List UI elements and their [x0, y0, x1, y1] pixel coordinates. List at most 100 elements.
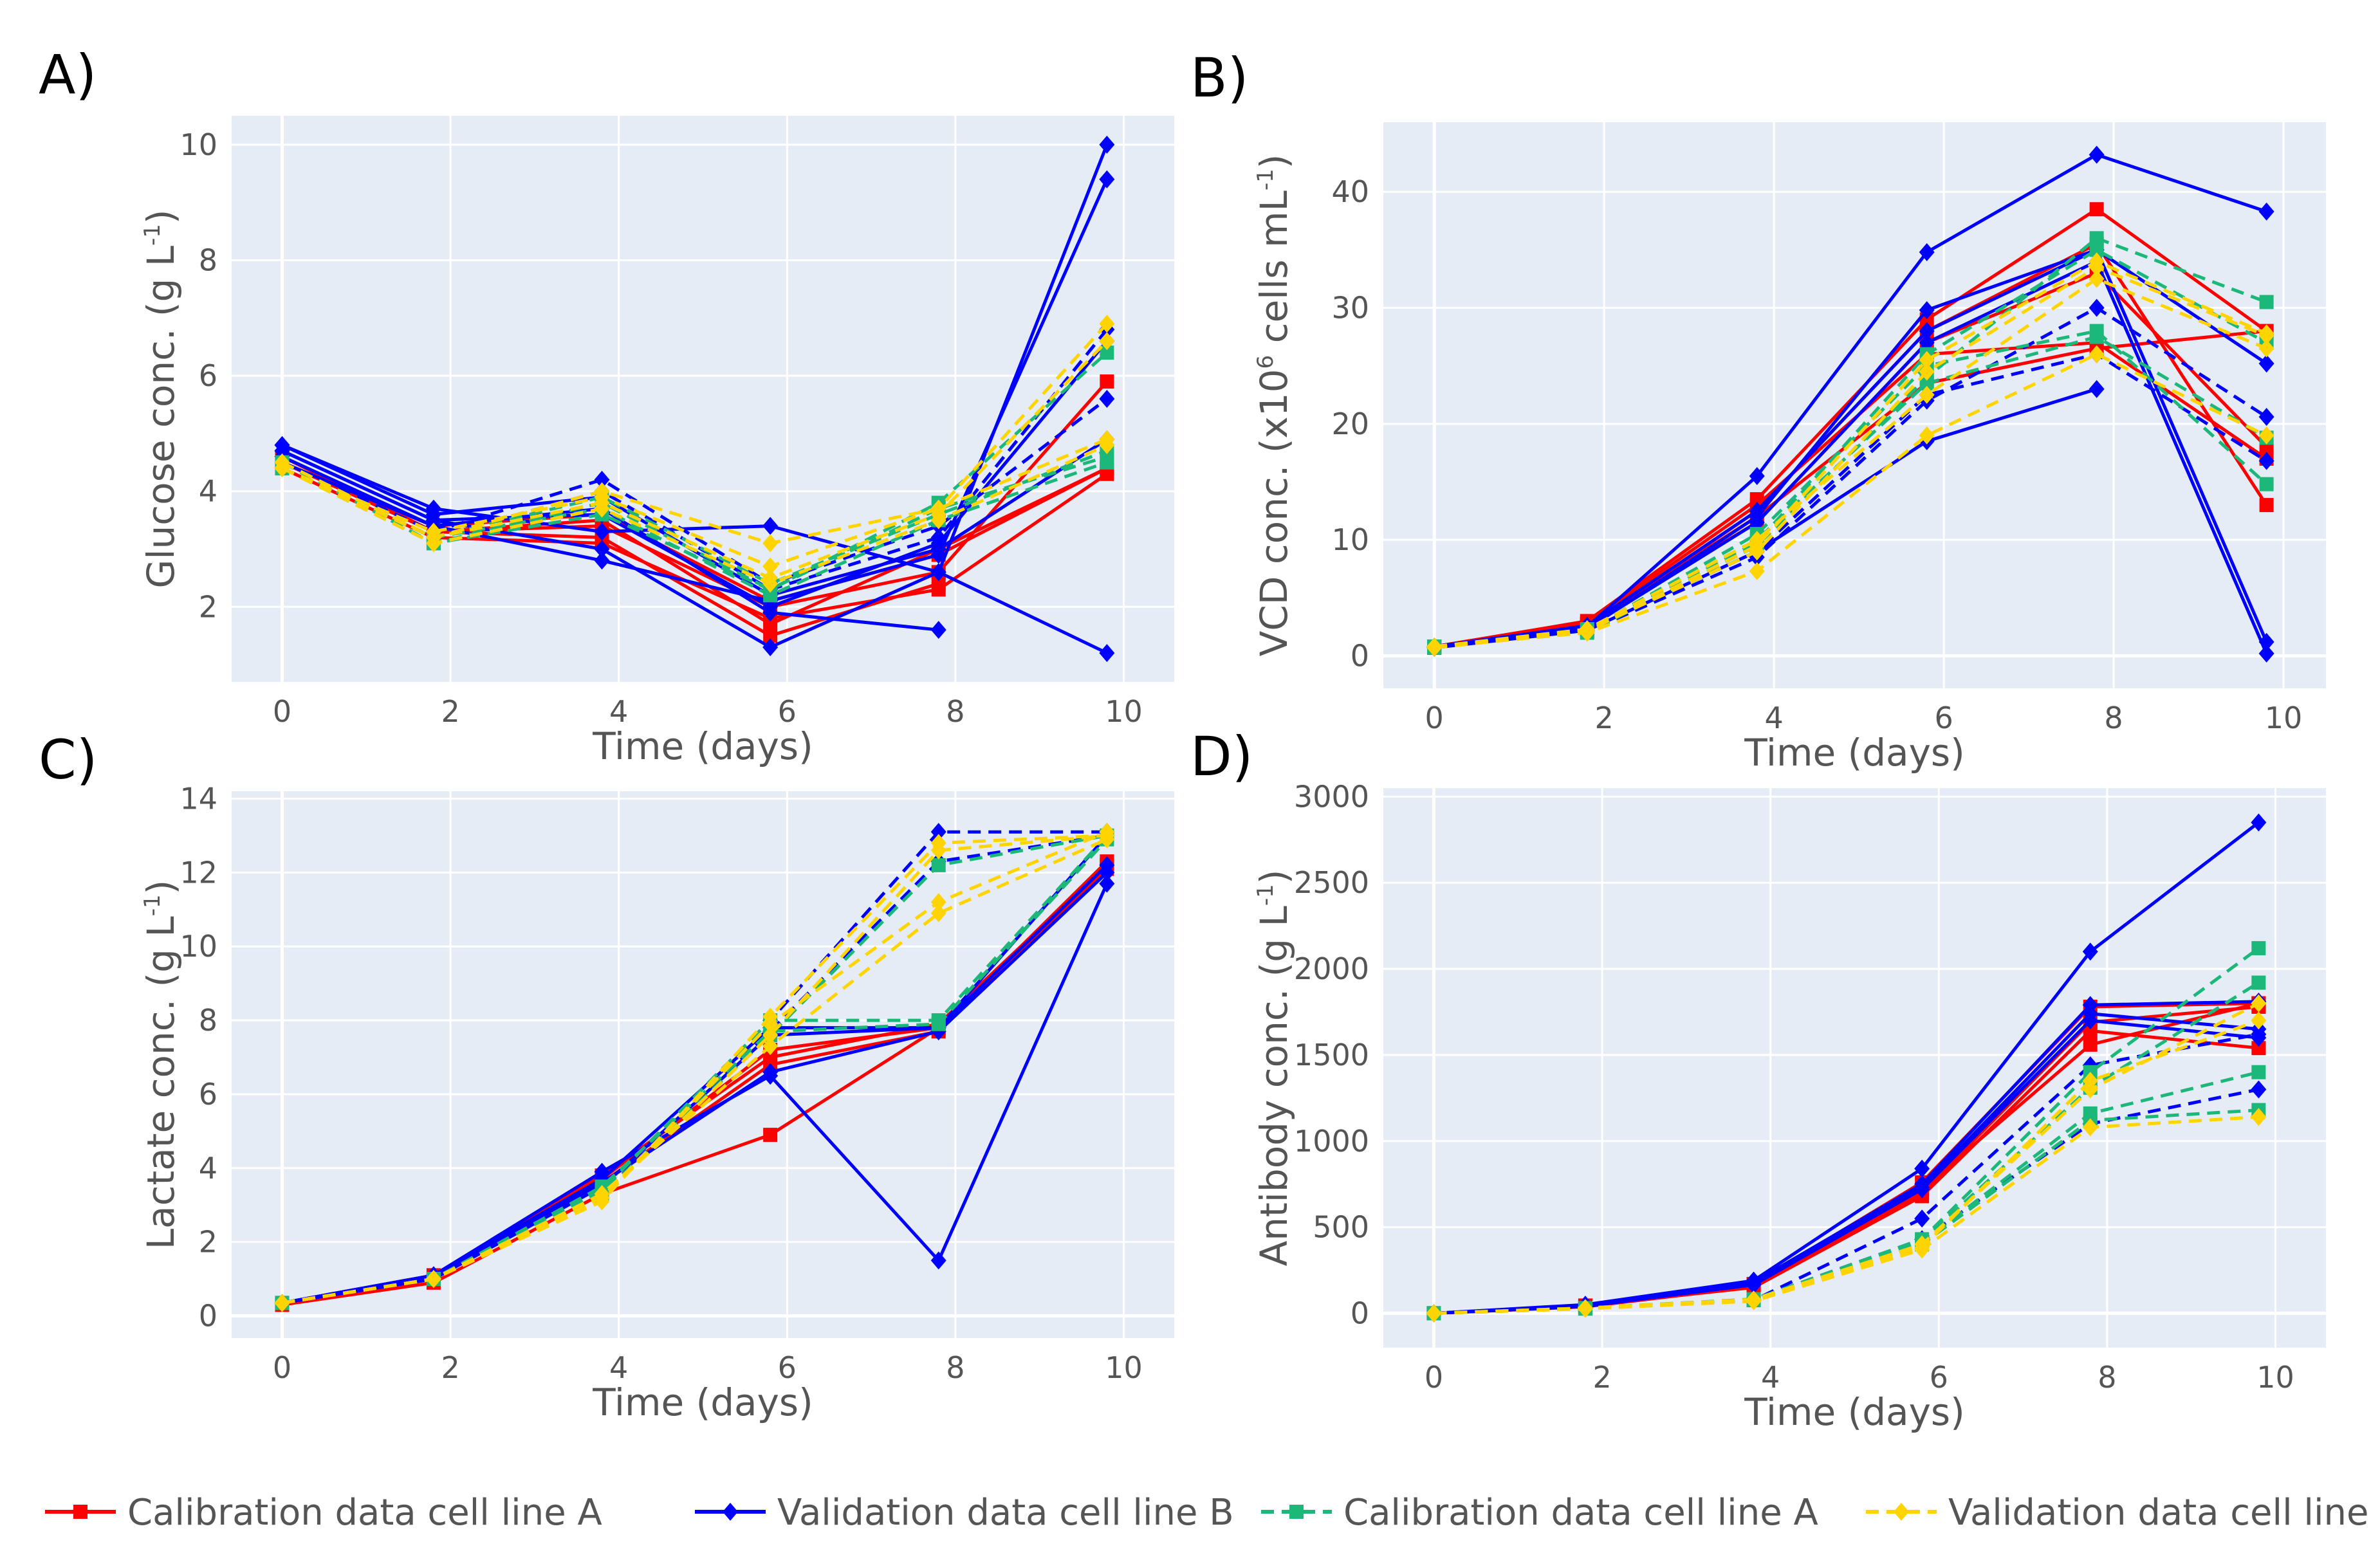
data-point [930, 904, 946, 922]
legend-item: Calibration data cell line A [45, 1492, 602, 1534]
data-point [1577, 1299, 1593, 1317]
legend-label: Calibration data cell line A [127, 1492, 602, 1534]
series-group [1426, 145, 2274, 663]
data-point [2259, 498, 2274, 513]
series-line-val_B_dash [281, 322, 1109, 545]
data-point [762, 1063, 779, 1081]
x-tick-label: 6 [1930, 1360, 1948, 1395]
y-tick-label: 12 [180, 855, 217, 890]
data-point [1579, 620, 1595, 639]
data-point [2083, 1037, 2098, 1052]
data-point [1914, 1180, 1930, 1198]
y-tick-label: 8 [199, 1003, 217, 1038]
data-point [274, 1294, 290, 1312]
x-tick-label: 8 [946, 694, 964, 729]
panel-letter: B) [1190, 46, 1248, 109]
x-tick-label: 0 [1425, 1360, 1443, 1395]
data-point [2082, 1118, 2098, 1137]
x-tick-label: 0 [1425, 701, 1444, 735]
data-point [2082, 1011, 2098, 1030]
legend-item: Calibration data cell line A [1261, 1492, 1818, 1534]
data-point [930, 893, 946, 912]
data-point [1919, 322, 1935, 340]
data-point [1749, 467, 1765, 485]
data-point [1099, 390, 1115, 408]
x-tick-label: 4 [609, 1350, 628, 1385]
data-point [2089, 252, 2105, 271]
y-tick-label: 14 [180, 781, 217, 816]
x-tick-label: 6 [1934, 701, 1953, 735]
x-axis-title: Time (days) [592, 724, 813, 768]
data-point [2258, 408, 2274, 427]
chart-panel-d: D) 0 2 4 6 8 10 0 500 1000 1500 2000 2500 3000 Time (d… [1190, 725, 2326, 1434]
y-tick-label: 1000 [1294, 1124, 1369, 1159]
data-point [1919, 426, 1935, 445]
y-tick-label: 6 [199, 358, 217, 393]
data-point [762, 1026, 779, 1045]
data-point [594, 540, 610, 558]
data-point [1746, 1291, 1762, 1310]
data-point [1426, 1304, 1442, 1323]
x-tick-label: 2 [1595, 701, 1614, 735]
data-point [1099, 856, 1115, 874]
charts: A) 0 2 4 6 8 10 2 4 6 8 10 Time (days) Glucose conc. … [39, 43, 2326, 1434]
legend-label: Validation data cell line B [1948, 1492, 2380, 1534]
series-line-val_B_dash [1434, 1019, 2260, 1315]
x-axis-title: Time (days) [1744, 731, 1965, 775]
legend: Calibration data cell line A Validation d… [45, 1492, 2380, 1534]
data-point [2259, 477, 2274, 491]
plot-area [232, 791, 1174, 1338]
x-tick-label: 4 [609, 694, 628, 729]
data-point [2089, 380, 2105, 398]
data-point [2089, 145, 2105, 164]
data-point [931, 582, 946, 597]
series-line-cal_A [1434, 207, 2268, 648]
data-point [1919, 301, 1935, 320]
legend-label: Validation data cell line B [777, 1492, 1234, 1534]
series-line-val_B_dash [282, 834, 1107, 1305]
x-tick-label: 0 [273, 694, 291, 729]
data-point [1914, 1238, 1930, 1257]
data-point [2089, 270, 2105, 288]
panel-letter: A) [39, 43, 97, 106]
data-point [2258, 354, 2274, 373]
y-tick-label: 2 [199, 589, 217, 624]
data-point [2082, 1072, 2098, 1090]
data-point [594, 499, 610, 518]
series-group [274, 135, 1115, 663]
data-point [1099, 332, 1115, 351]
series-line-val_B [1434, 248, 2267, 648]
data-point [762, 1037, 779, 1056]
legend-label: Calibration data cell line A [1343, 1492, 1818, 1534]
series-line-val_B [1434, 1018, 2259, 1315]
data-point [1749, 513, 1765, 532]
data-point [1100, 374, 1114, 389]
x-tick-label: 10 [1105, 694, 1143, 729]
series-line-val_B [281, 340, 1109, 609]
x-axis-title: Time (days) [1744, 1390, 1965, 1434]
x-tick-label: 4 [1761, 1360, 1780, 1395]
chart-panel-a: A) 0 2 4 6 8 10 2 4 6 8 10 Time (days) Glucose conc. … [39, 43, 1174, 768]
series-line-val_B_dash [281, 437, 1108, 568]
y-tick-label: 40 [1331, 174, 1369, 209]
data-point [1919, 243, 1935, 261]
data-point [2089, 243, 2104, 257]
data-point [2251, 975, 2266, 990]
data-point [1749, 531, 1765, 549]
series-line-val_B_dash [281, 443, 1108, 585]
panel-letter: D) [1190, 725, 1253, 788]
chart-panel-b: B) 0 2 4 6 8 10 0 10 20 30 40 Time (days) VCD conc. (… [1190, 46, 2326, 775]
data-point [762, 534, 779, 553]
x-tick-label: 8 [946, 1350, 964, 1385]
data-point [1914, 1159, 1930, 1178]
data-point [1426, 638, 1443, 656]
data-point [425, 1270, 441, 1289]
data-point [931, 858, 946, 872]
data-point [762, 557, 779, 576]
data-point [1919, 351, 1935, 369]
data-point [1914, 1209, 1930, 1228]
data-point [1919, 333, 1935, 352]
data-point [2251, 1080, 2267, 1099]
x-tick-label: 2 [1592, 1360, 1611, 1395]
